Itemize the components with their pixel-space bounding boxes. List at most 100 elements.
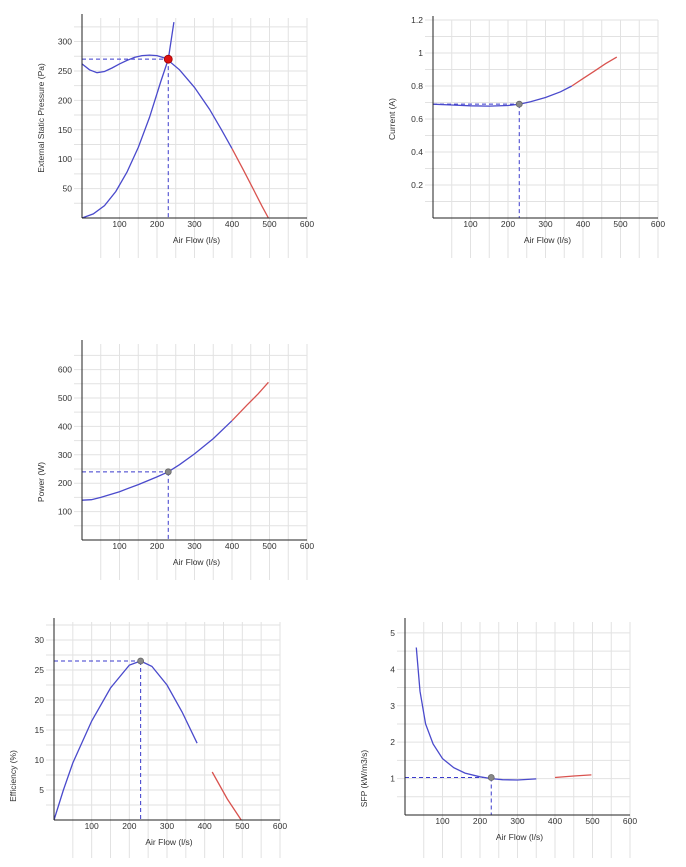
y-tick-label: 5 (39, 785, 44, 795)
operating-point-marker (515, 100, 523, 108)
chart-power-grid (74, 344, 308, 580)
y-tick-label: 0.6 (411, 114, 423, 124)
y-tick-label: 150 (58, 125, 72, 135)
chart-pressure-y-ticks: 50 100 150 200 250 300 (58, 37, 72, 194)
x-tick-label: 400 (225, 219, 239, 229)
chart-sfp-x-axis-label: Air Flow (l/s) (496, 832, 543, 842)
y-tick-label: 15 (35, 725, 45, 735)
chart-efficiency-x-axis-label: Air Flow (l/s) (145, 837, 192, 847)
chart-power: 100 200 300 400 500 600 100 200 300 400 500 600 Ai… (36, 340, 314, 580)
x-tick-label: 100 (435, 816, 449, 826)
y-tick-label: 250 (58, 66, 72, 76)
y-tick-label: 100 (58, 154, 72, 164)
chart-power-y-axis-label: Power (W) (36, 462, 46, 502)
power-curve-line-high (231, 381, 269, 422)
chart-sfp-grid (397, 622, 631, 858)
sfp-curve-line (415, 647, 537, 781)
y-tick-label: 50 (63, 184, 73, 194)
x-tick-label: 300 (160, 821, 174, 831)
chart-pressure-y-axis-label: External Static Pressure (Pa) (36, 63, 46, 173)
chart-pressure: 100 200 300 400 500 600 50 100 150 200 250 300 Air… (36, 14, 314, 258)
x-tick-label: 500 (262, 219, 276, 229)
x-tick-label: 200 (501, 219, 515, 229)
chart-efficiency-x-ticks: 100 200 300 400 500 600 (85, 821, 288, 831)
chart-power-axes (81, 340, 307, 541)
operating-point-marker (163, 54, 173, 64)
x-tick-label: 400 (576, 219, 590, 229)
y-tick-label: 1 (390, 774, 395, 784)
system-curve-line (81, 22, 175, 219)
y-tick-label: 0.2 (411, 180, 423, 190)
current-curve-line (432, 85, 573, 107)
chart-current-curves (432, 56, 618, 218)
x-tick-label: 600 (651, 219, 665, 229)
x-tick-label: 500 (613, 219, 627, 229)
y-tick-label: 5 (390, 628, 395, 638)
chart-pressure-curves (81, 22, 269, 219)
chart-efficiency-axes (53, 618, 280, 821)
x-tick-label: 200 (150, 219, 164, 229)
chart-efficiency-y-ticks: 5 10 15 20 25 30 (35, 635, 45, 795)
chart-current: 100 200 300 400 500 600 0.2 0.4 0.6 0.8 1 1.2 Air … (387, 15, 665, 258)
chart-current-x-axis-label: Air Flow (l/s) (524, 235, 571, 245)
y-tick-label: 600 (58, 365, 72, 375)
x-tick-label: 300 (510, 816, 524, 826)
x-tick-label: 300 (187, 541, 201, 551)
x-tick-label: 100 (85, 821, 99, 831)
chart-efficiency-grid (46, 622, 281, 858)
chart-current-grid (425, 19, 659, 258)
y-tick-label: 4 (390, 664, 395, 674)
y-tick-label: 3 (390, 701, 395, 711)
x-tick-label: 100 (112, 219, 126, 229)
chart-efficiency-curves (53, 657, 242, 821)
chart-current-y-ticks: 0.2 0.4 0.6 0.8 1 1.2 (411, 15, 423, 190)
x-tick-label: 600 (273, 821, 287, 831)
chart-power-x-ticks: 100 200 300 400 500 600 (112, 541, 314, 551)
y-tick-label: 25 (35, 665, 45, 675)
power-curve-line (81, 420, 233, 501)
x-tick-label: 500 (585, 816, 599, 826)
x-tick-label: 500 (235, 821, 249, 831)
y-tick-label: 200 (58, 478, 72, 488)
x-tick-label: 400 (198, 821, 212, 831)
operating-point-marker (487, 774, 495, 781)
current-curve-line-high (571, 56, 618, 87)
x-tick-label: 200 (122, 821, 136, 831)
fan-curve-line (81, 54, 233, 149)
x-tick-label: 100 (463, 219, 477, 229)
x-tick-label: 600 (300, 219, 314, 229)
chart-current-y-axis-label: Current (A) (387, 98, 397, 140)
y-tick-label: 2 (390, 737, 395, 747)
x-tick-label: 400 (225, 541, 239, 551)
x-tick-label: 600 (300, 541, 314, 551)
chart-pressure-x-ticks: 100 200 300 400 500 600 (112, 219, 314, 229)
y-tick-label: 300 (58, 37, 72, 47)
operating-point-marker (164, 468, 172, 476)
chart-efficiency: 100 200 300 400 500 600 5 10 15 20 25 30 Air Flow … (8, 618, 287, 858)
y-tick-label: 0.8 (411, 81, 423, 91)
chart-sfp-axes (404, 618, 630, 816)
chart-power-curves (81, 381, 269, 540)
chart-current-x-ticks: 100 200 300 400 500 600 (463, 219, 665, 229)
operating-point-marker (137, 657, 145, 665)
chart-power-y-ticks: 100 200 300 400 500 600 (58, 365, 72, 517)
chart-pressure-grid (74, 18, 308, 258)
y-tick-label: 100 (58, 507, 72, 517)
x-tick-label: 300 (187, 219, 201, 229)
chart-pressure-x-axis-label: Air Flow (l/s) (173, 235, 220, 245)
chart-sfp-x-ticks: 100 200 300 400 500 600 (435, 816, 637, 826)
x-tick-label: 200 (150, 541, 164, 551)
y-tick-label: 20 (35, 695, 45, 705)
y-tick-label: 10 (35, 755, 45, 765)
y-tick-label: 300 (58, 450, 72, 460)
chart-pressure-axes (81, 14, 307, 219)
y-tick-label: 1 (418, 48, 423, 58)
chart-sfp-y-axis-label: SFP (kW/m3/s) (359, 750, 369, 808)
sfp-curve-line-high (554, 774, 592, 779)
y-tick-label: 200 (58, 95, 72, 105)
x-tick-label: 600 (623, 816, 637, 826)
x-tick-label: 200 (473, 816, 487, 826)
y-tick-label: 0.4 (411, 147, 423, 157)
fan-curve-line-high (231, 148, 269, 219)
